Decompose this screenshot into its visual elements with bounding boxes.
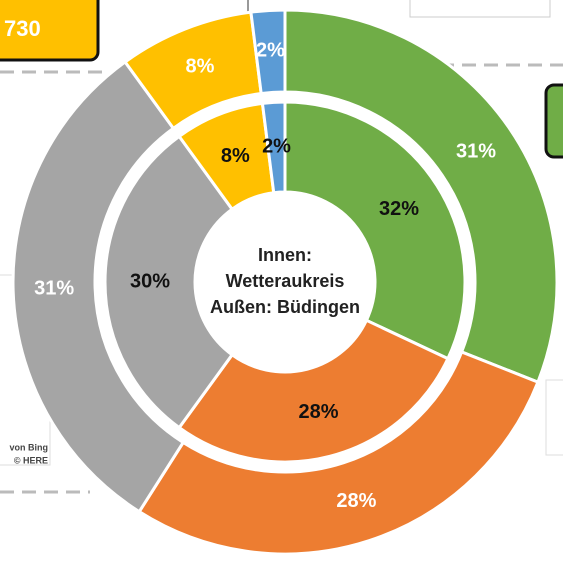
map-panel: [545, 379, 563, 456]
map-panel: [409, 0, 551, 18]
attribution: © HERE: [14, 455, 48, 465]
data-label: 8%: [186, 56, 215, 78]
center-label: Wetteraukreis: [226, 271, 345, 291]
data-label: 31%: [34, 278, 74, 300]
data-label: 28%: [299, 401, 339, 423]
slice: [177, 318, 450, 464]
slice: [283, 100, 467, 361]
center-label: Innen:: [258, 245, 312, 265]
data-label: 2%: [256, 40, 285, 62]
attribution: von Bing: [10, 442, 49, 452]
slice: [11, 59, 186, 514]
data-label: 8%: [221, 145, 250, 167]
slice: [283, 8, 559, 385]
badge-text: 730: [4, 16, 41, 41]
center-hole: [197, 194, 373, 370]
data-label: 30%: [130, 270, 170, 292]
badge: [544, 83, 563, 159]
slice: [103, 134, 235, 430]
data-label: 2%: [262, 136, 291, 158]
data-label: 31%: [456, 140, 496, 162]
center-label: Außen: Büdingen: [210, 297, 360, 317]
slice: [137, 349, 540, 556]
slice: [249, 8, 287, 96]
data-label: 28%: [336, 490, 376, 512]
badge: [0, 0, 100, 62]
data-label: 32%: [379, 198, 419, 220]
slice: [260, 100, 287, 195]
